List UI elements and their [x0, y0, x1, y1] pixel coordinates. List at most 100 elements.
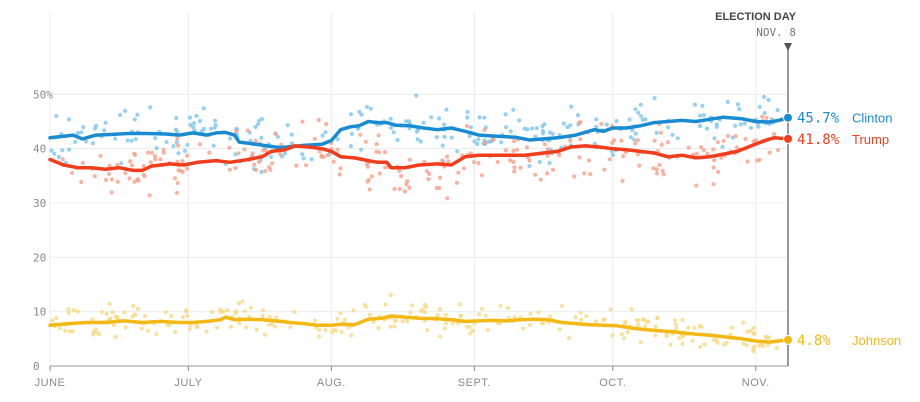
poll-dot-trump — [445, 196, 450, 201]
poll-dot-trump — [127, 176, 132, 181]
poll-dot-trump — [80, 160, 85, 165]
poll-dot-trump — [256, 159, 262, 164]
poll-dot-trump — [760, 114, 765, 119]
poll-dot-trump — [227, 145, 232, 150]
poll-dot-johnson — [400, 319, 405, 324]
end-value-trump: 41.8% — [797, 132, 840, 148]
poll-dot-johnson — [584, 314, 589, 319]
poll-dot-trump — [483, 140, 488, 145]
poll-dot-trump — [136, 178, 141, 183]
poll-dot-trump — [633, 141, 638, 146]
poll-dot-trump — [147, 193, 152, 198]
poll-dot-clinton — [633, 107, 638, 112]
poll-dot-johnson — [680, 341, 685, 346]
poll-dot-clinton — [675, 136, 680, 141]
poll-dot-johnson — [422, 310, 427, 315]
poll-dot-johnson — [418, 308, 423, 314]
poll-dot-trump — [158, 157, 163, 162]
poll-dot-trump — [619, 138, 624, 143]
election-day-date: NOV. 8 — [756, 26, 796, 39]
poll-dot-clinton — [442, 134, 447, 139]
poll-dot-trump — [227, 167, 232, 172]
poll-dot-trump — [461, 166, 467, 171]
poll-dot-johnson — [566, 336, 572, 341]
poll-dot-johnson — [653, 324, 658, 329]
poll-dot-johnson — [593, 319, 599, 324]
poll-dot-johnson — [233, 311, 238, 316]
poll-dot-clinton — [594, 124, 599, 129]
poll-dot-trump — [568, 138, 573, 143]
poll-dot-trump — [374, 142, 379, 147]
poll-dot-clinton — [359, 147, 364, 152]
poll-dot-trump — [98, 153, 103, 158]
poll-dot-johnson — [273, 324, 278, 329]
poll-dot-johnson — [636, 318, 641, 323]
poll-dot-trump — [149, 150, 155, 155]
poll-dot-clinton — [638, 102, 643, 107]
poll-dot-trump — [440, 158, 445, 163]
x-tick-label: JUNE — [35, 377, 66, 389]
poll-dot-clinton — [348, 144, 353, 149]
poll-dot-trump — [304, 163, 309, 168]
end-point-johnson — [783, 334, 793, 345]
poll-dot-trump — [180, 159, 185, 164]
poll-dot-johnson — [228, 324, 233, 329]
poll-dot-trump — [141, 163, 146, 169]
poll-dot-johnson — [346, 325, 351, 330]
poll-dot-johnson — [71, 308, 76, 313]
poll-dot-trump — [511, 148, 516, 153]
poll-dot-trump — [699, 145, 704, 150]
poll-dot-clinton — [113, 136, 118, 141]
poll-dot-clinton — [73, 139, 78, 144]
poll-dot-trump — [511, 159, 516, 164]
poll-dot-trump — [733, 134, 738, 139]
poll-dot-johnson — [653, 333, 658, 338]
poll-dot-johnson — [757, 343, 762, 348]
poll-dot-trump — [324, 121, 329, 127]
poll-dot-clinton — [632, 137, 637, 142]
poll-dot-clinton — [123, 108, 128, 113]
poll-dot-trump — [263, 148, 269, 153]
poll-dot-clinton — [323, 130, 328, 135]
poll-dot-clinton — [775, 108, 780, 113]
poll-dot-clinton — [233, 152, 238, 157]
poll-dot-trump — [686, 145, 691, 150]
end-name-clinton: Clinton — [852, 111, 892, 126]
poll-dot-johnson — [623, 319, 628, 324]
poll-dot-clinton — [67, 147, 72, 152]
poll-dot-johnson — [274, 315, 279, 320]
poll-dot-trump — [444, 154, 450, 159]
end-point-clinton — [783, 112, 793, 123]
poll-dot-trump — [572, 174, 577, 179]
poll-dot-trump — [402, 189, 407, 194]
poll-dot-clinton — [594, 117, 599, 122]
poll-dot-trump — [392, 186, 397, 191]
poll-dot-clinton — [465, 109, 470, 114]
poll-dot-johnson — [142, 314, 147, 319]
poll-dot-clinton — [537, 159, 542, 165]
poll-dot-clinton — [714, 124, 719, 129]
poll-dot-johnson — [173, 330, 178, 335]
poll-dot-clinton — [701, 113, 707, 118]
poll-dot-johnson — [225, 308, 230, 313]
poll-dot-trump — [236, 151, 241, 156]
poll-dot-johnson — [57, 326, 63, 331]
poll-dot-clinton — [697, 123, 703, 129]
poll-dot-clinton — [633, 131, 638, 136]
poll-dot-johnson — [266, 322, 271, 327]
poll-dot-clinton — [389, 125, 394, 130]
poll-dot-johnson — [506, 305, 511, 311]
poll-dot-clinton — [182, 148, 187, 153]
poll-dot-trump — [719, 155, 724, 160]
poll-dot-johnson — [145, 328, 150, 333]
poll-dot-johnson — [745, 329, 750, 334]
poll-dot-johnson — [702, 342, 707, 347]
poll-dot-johnson — [187, 327, 192, 332]
end-name-johnson: Johnson — [852, 333, 901, 348]
poll-dot-clinton — [335, 137, 340, 142]
poll-dot-clinton — [511, 107, 516, 112]
poll-dot-clinton — [153, 136, 158, 141]
poll-dot-johnson — [113, 334, 118, 339]
poll-dot-trump — [533, 172, 538, 177]
poll-dot-trump — [660, 168, 665, 173]
